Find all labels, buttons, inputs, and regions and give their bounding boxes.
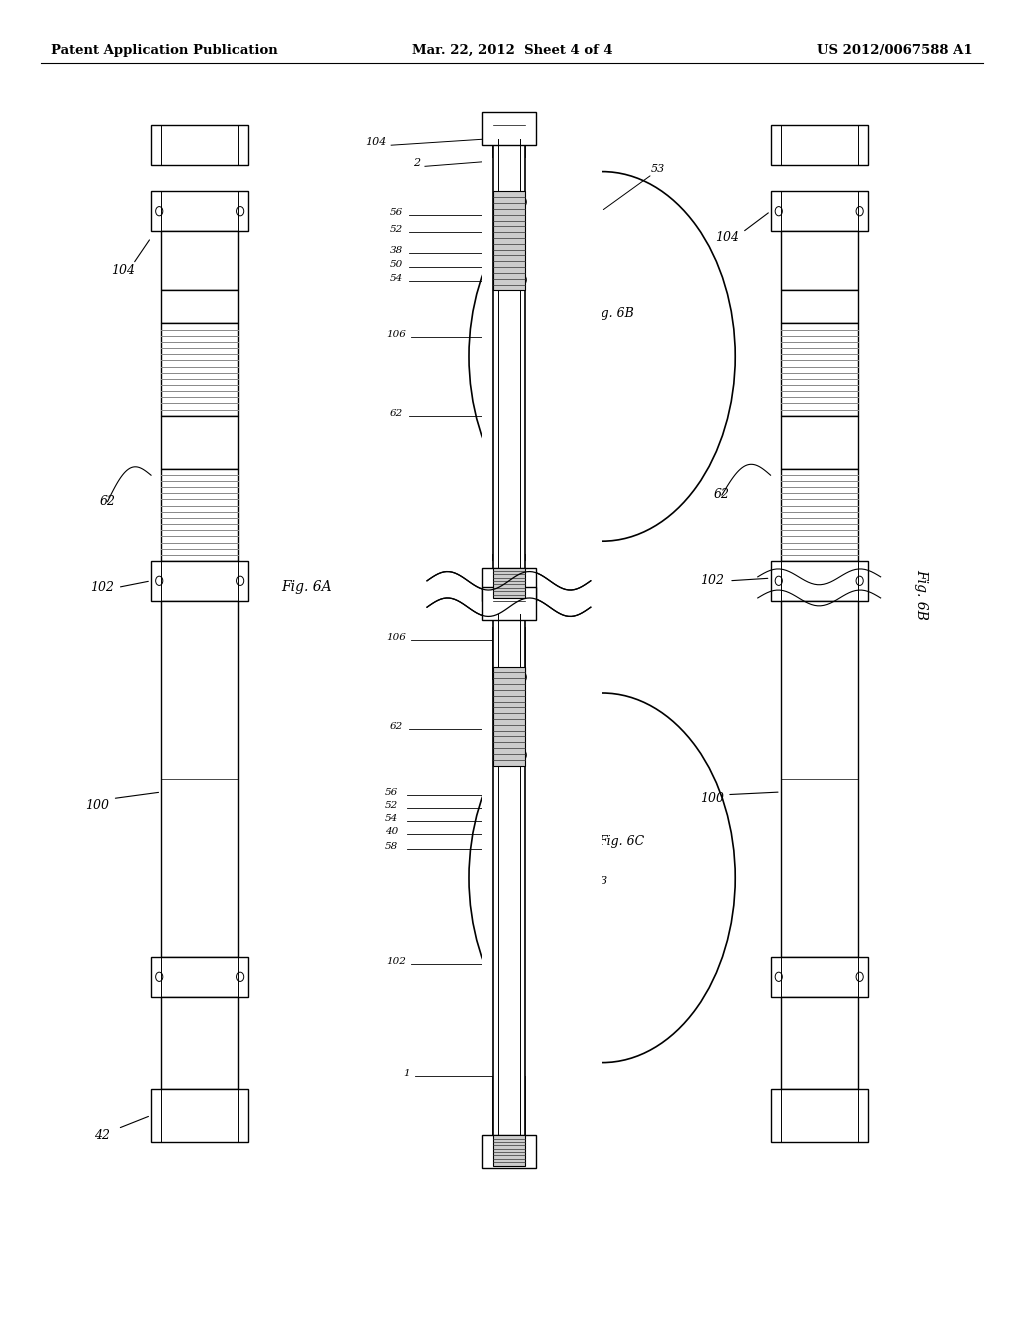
Bar bbox=[162, 416, 238, 469]
Bar bbox=[493, 568, 525, 598]
Bar bbox=[482, 568, 536, 601]
Text: 40: 40 bbox=[385, 828, 397, 837]
Bar bbox=[493, 667, 525, 766]
Bar bbox=[781, 469, 858, 561]
Bar bbox=[162, 601, 238, 957]
Bar bbox=[482, 158, 602, 554]
Bar bbox=[152, 561, 249, 601]
Bar bbox=[152, 191, 249, 231]
Text: 56: 56 bbox=[390, 209, 402, 218]
Text: 100: 100 bbox=[85, 799, 110, 812]
Bar bbox=[781, 997, 858, 1089]
Bar bbox=[493, 139, 525, 574]
Bar bbox=[162, 323, 238, 416]
Bar bbox=[162, 231, 238, 290]
Text: 104: 104 bbox=[111, 264, 135, 277]
Bar bbox=[493, 1135, 525, 1166]
Text: 106: 106 bbox=[386, 330, 407, 339]
Bar bbox=[482, 1135, 536, 1168]
Bar bbox=[152, 1089, 249, 1142]
Bar bbox=[493, 614, 525, 1142]
Bar bbox=[781, 290, 858, 323]
Text: Mar. 22, 2012  Sheet 4 of 4: Mar. 22, 2012 Sheet 4 of 4 bbox=[412, 44, 612, 57]
Bar bbox=[493, 614, 525, 1142]
Text: 53: 53 bbox=[650, 164, 665, 174]
Text: 62: 62 bbox=[99, 495, 116, 508]
Bar bbox=[482, 112, 536, 145]
Text: 62: 62 bbox=[390, 409, 402, 418]
Bar bbox=[771, 1089, 868, 1142]
Bar bbox=[482, 587, 536, 620]
Bar bbox=[152, 125, 249, 165]
Text: 58: 58 bbox=[385, 842, 397, 851]
Text: 62: 62 bbox=[390, 722, 402, 731]
Text: 102: 102 bbox=[90, 581, 115, 594]
Text: US 2012/0067588 A1: US 2012/0067588 A1 bbox=[817, 44, 973, 57]
Bar bbox=[162, 997, 238, 1089]
Text: Patent Application Publication: Patent Application Publication bbox=[51, 44, 278, 57]
Bar bbox=[781, 231, 858, 290]
Bar bbox=[152, 957, 249, 997]
Bar bbox=[162, 290, 238, 323]
Text: 42: 42 bbox=[94, 1129, 111, 1142]
Bar bbox=[781, 416, 858, 469]
Ellipse shape bbox=[469, 172, 735, 541]
Bar bbox=[482, 680, 602, 1076]
Text: 102: 102 bbox=[386, 957, 407, 966]
Text: Fig. 6B: Fig. 6B bbox=[914, 569, 929, 619]
Text: 50: 50 bbox=[390, 260, 402, 269]
Ellipse shape bbox=[469, 693, 735, 1063]
Text: 54: 54 bbox=[385, 814, 397, 824]
Text: 52: 52 bbox=[385, 801, 397, 810]
Bar bbox=[493, 191, 525, 290]
Text: Fig. 6C: Fig. 6C bbox=[598, 834, 645, 847]
Text: 1: 1 bbox=[403, 1069, 410, 1078]
Text: 102: 102 bbox=[699, 574, 724, 587]
Bar bbox=[493, 667, 525, 766]
Bar bbox=[493, 191, 525, 290]
Text: 104: 104 bbox=[366, 137, 386, 148]
Text: 62: 62 bbox=[714, 488, 730, 502]
Bar bbox=[781, 601, 858, 957]
Text: 53: 53 bbox=[594, 876, 608, 887]
Bar bbox=[771, 561, 868, 601]
Bar bbox=[771, 125, 868, 165]
Text: 54: 54 bbox=[390, 275, 402, 284]
Text: 38: 38 bbox=[390, 247, 402, 256]
Text: 2: 2 bbox=[414, 158, 420, 169]
Text: 52: 52 bbox=[390, 226, 402, 235]
Text: Fig. 6A: Fig. 6A bbox=[282, 581, 332, 594]
Text: 104: 104 bbox=[715, 231, 739, 244]
Bar bbox=[771, 191, 868, 231]
Bar bbox=[771, 957, 868, 997]
Text: 100: 100 bbox=[699, 792, 724, 805]
Bar bbox=[162, 469, 238, 561]
Text: Fig. 6B: Fig. 6B bbox=[589, 306, 634, 319]
Bar bbox=[417, 561, 601, 627]
Bar bbox=[781, 323, 858, 416]
Text: 106: 106 bbox=[386, 634, 407, 643]
Bar bbox=[493, 139, 525, 574]
Text: 9: 9 bbox=[572, 843, 579, 854]
Text: 56: 56 bbox=[385, 788, 397, 797]
